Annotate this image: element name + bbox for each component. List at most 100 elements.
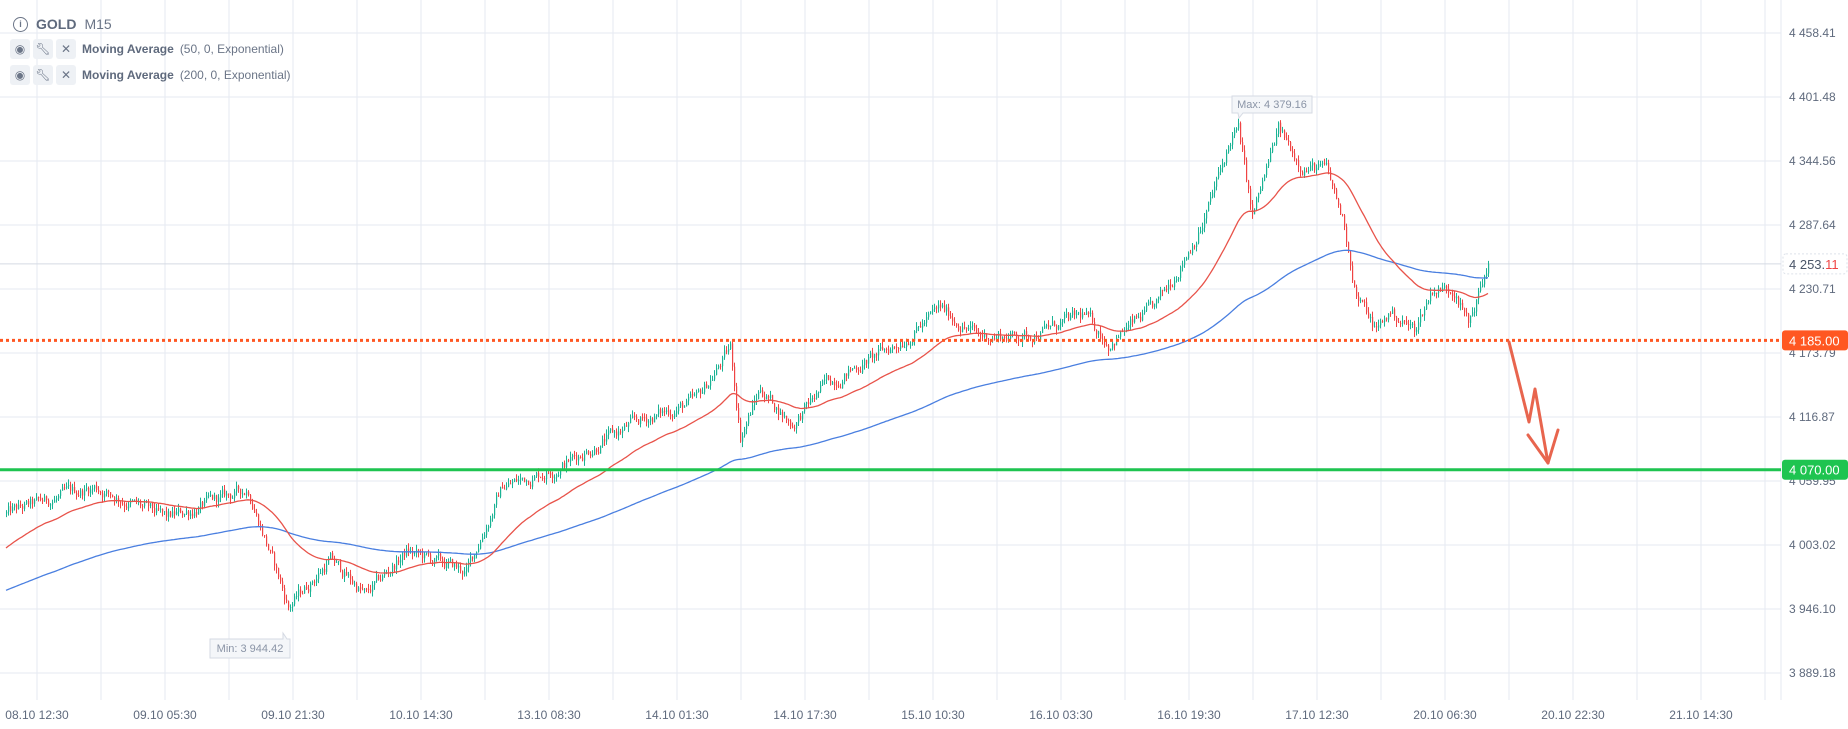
candle-body [584, 454, 586, 461]
candle-body [1376, 326, 1378, 328]
candle-body [440, 553, 442, 559]
candle-body [356, 583, 358, 591]
candle-body [1334, 185, 1336, 190]
candle-body [980, 333, 982, 336]
candle-body [976, 328, 978, 332]
candle-body [756, 398, 758, 401]
close-icon[interactable]: ✕ [56, 65, 76, 85]
candle-body [188, 511, 190, 516]
candle-body [1340, 204, 1342, 215]
candle-body [762, 390, 764, 397]
candle-body [128, 503, 130, 509]
candle-body [276, 565, 278, 569]
candle-body [232, 497, 234, 499]
info-icon[interactable]: i [13, 16, 28, 32]
candle-body [206, 495, 208, 501]
candle-body [532, 480, 534, 487]
candle-body [170, 511, 172, 517]
candle-body [722, 357, 724, 367]
candle-body [1216, 177, 1218, 187]
candle-body [424, 553, 426, 559]
candle-body [1416, 329, 1418, 332]
candle-body [784, 415, 786, 417]
wrench-icon[interactable]: 🔧︎ [33, 65, 53, 85]
candle-body [494, 504, 496, 516]
wrench-icon[interactable]: 🔧︎ [33, 39, 53, 59]
candle-body [788, 420, 790, 422]
candle-body [1068, 313, 1070, 320]
candle-body [712, 379, 714, 381]
candle-body [130, 501, 132, 504]
candle-body [154, 507, 156, 513]
close-icon[interactable]: ✕ [56, 39, 76, 59]
candle-body [380, 579, 382, 581]
candle-body [1066, 313, 1068, 315]
candle-body [1288, 140, 1290, 143]
min-label-box [209, 631, 291, 659]
candle-body [518, 479, 520, 482]
candle-body [914, 331, 916, 342]
candle-body [746, 423, 748, 429]
candle-body [978, 331, 980, 334]
candle-body [142, 505, 144, 507]
candle-body [768, 396, 770, 398]
candle-body [1024, 331, 1026, 336]
timeframe[interactable]: M15 [84, 16, 112, 32]
candle-body [430, 554, 432, 562]
candle-body [168, 511, 170, 517]
candle-body [1378, 325, 1380, 328]
candle-body [200, 502, 202, 509]
candle-body [1180, 266, 1182, 278]
candle-body [44, 496, 46, 502]
candle-body [1164, 288, 1166, 291]
candle-body [508, 483, 510, 487]
candle-body [664, 410, 666, 412]
candle-body [898, 347, 900, 349]
candle-body [1126, 327, 1128, 332]
candle-body [190, 513, 192, 516]
candle-body [504, 488, 506, 490]
candle-body [918, 325, 920, 328]
candle-body [1030, 337, 1032, 340]
candle-body [330, 553, 332, 560]
candle-body [1460, 302, 1462, 306]
candle-body [680, 402, 682, 407]
candle-body [12, 507, 14, 512]
candle-body [144, 502, 146, 507]
candle-body [1478, 290, 1480, 300]
candle-body [1200, 230, 1202, 233]
candle-body [238, 486, 240, 489]
candle-body [668, 410, 670, 415]
price-tick: 4 287.64 [1789, 218, 1836, 232]
candle-body [316, 578, 318, 583]
eye-icon[interactable]: ◉ [10, 65, 30, 85]
candle-body [1480, 286, 1482, 291]
candle-body [446, 563, 448, 568]
candle-body [1232, 135, 1234, 145]
candle-body [1278, 122, 1280, 134]
price-axis[interactable]: 4 458.41 4 401.48 4 344.56 4 287.64 4 230.71… [1789, 26, 1836, 680]
eye-icon[interactable]: ◉ [10, 39, 30, 59]
candle-body [418, 549, 420, 552]
candle-body [548, 472, 550, 474]
candle-body [102, 493, 104, 498]
time-axis[interactable]: 08.10 12:30 09.10 05:30 09.10 21:30 10.10 1… [5, 708, 1733, 722]
candle-body [274, 552, 276, 566]
candle-body [278, 568, 280, 578]
arrow-head [1526, 428, 1560, 465]
candle-body [160, 508, 162, 510]
ema50-line [5, 172, 1489, 574]
candle-body [1380, 321, 1382, 326]
candle-body [320, 573, 322, 575]
candle-body [362, 588, 364, 590]
candle-body [854, 367, 856, 369]
candle-body [770, 395, 772, 398]
candle-body [738, 408, 740, 420]
candle-body [228, 493, 230, 495]
candle-body [384, 572, 386, 576]
candle-body [426, 552, 428, 554]
candle-body [258, 514, 260, 526]
candle-body [886, 349, 888, 351]
candle-body [1092, 312, 1094, 323]
